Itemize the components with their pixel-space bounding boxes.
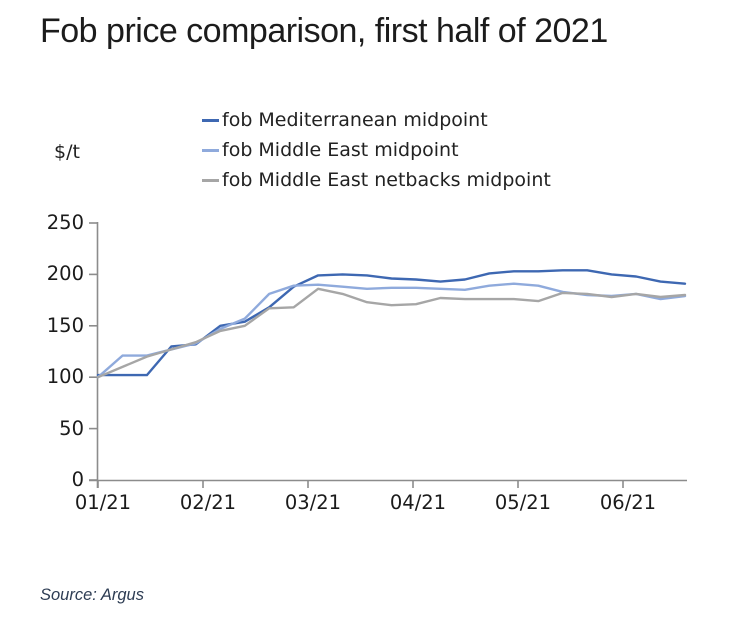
- legend-item: fob Mediterranean midpoint: [202, 105, 551, 135]
- x-axis-tick-label: 02/21: [179, 491, 237, 514]
- series-line-fob-middle-east-netbacks-midpoint: [96, 287, 687, 379]
- y-axis-tick-label: 100: [46, 365, 84, 389]
- source-note: Source: Argus: [40, 586, 144, 604]
- legend-dash-icon: [202, 118, 219, 122]
- chart-legend: fob Mediterranean midpoint fob Middle Eas…: [202, 105, 551, 195]
- y-axis-tick-label: 250: [46, 211, 84, 234]
- legend-label: fob Middle East netbacks midpoint: [222, 169, 551, 191]
- legend-item: fob Middle East netbacks midpoint: [202, 165, 551, 195]
- y-axis-unit-label: $/t: [54, 141, 80, 163]
- x-axis-tick-label: 06/21: [599, 491, 657, 514]
- legend-item: fob Middle East midpoint: [202, 135, 551, 165]
- x-axis-tick-label: 05/21: [494, 491, 552, 514]
- page-title: Fob price comparison, first half of 2021: [40, 12, 608, 50]
- y-axis-tick-label: 50: [59, 416, 84, 440]
- x-axis-tick-label: 03/21: [284, 491, 342, 514]
- series-line-fob-mediterranean-midpoint: [96, 269, 687, 377]
- legend-label: fob Middle East midpoint: [222, 139, 459, 161]
- legend-dash-icon: [202, 148, 219, 152]
- x-axis-tick-label: 04/21: [389, 491, 447, 514]
- legend-dash-icon: [202, 178, 219, 182]
- y-axis-tick-label: 0: [71, 468, 84, 491]
- y-axis-tick-label: 150: [46, 313, 84, 337]
- x-axis-tick-label: 01/21: [74, 491, 132, 514]
- y-axis-tick-label: 200: [46, 262, 84, 286]
- series-line-fob-middle-east-midpoint: [96, 282, 687, 379]
- legend-label: fob Mediterranean midpoint: [222, 109, 488, 131]
